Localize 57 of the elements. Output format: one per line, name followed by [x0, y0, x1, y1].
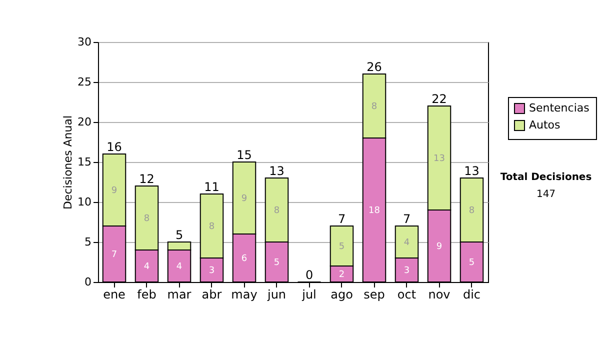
x-tick-label: abr: [202, 288, 222, 302]
x-tick-label: ene: [103, 288, 126, 302]
data-label: 9: [436, 242, 442, 252]
data-label: 8: [208, 222, 215, 232]
x-tick-label: jun: [266, 288, 286, 302]
total-label: 7: [402, 212, 411, 226]
total-label: 5: [175, 228, 184, 242]
data-label: 4: [176, 262, 182, 272]
legend-label: Sentencias: [529, 102, 590, 114]
data-label: 7: [111, 250, 118, 260]
data-label: 8: [144, 214, 150, 224]
data-label: 5: [274, 258, 280, 268]
total-label: 16: [106, 140, 122, 154]
data-label: 8: [371, 102, 378, 112]
data-label: 5: [468, 258, 475, 268]
x-tick-label: oct: [397, 288, 416, 302]
x-tick-label: dic: [462, 288, 481, 302]
y-tick-label: 0: [84, 276, 92, 288]
data-label: 4: [144, 262, 150, 272]
total-label: 13: [464, 164, 480, 178]
y-axis-title: Decisiones Anual: [62, 115, 75, 210]
y-tick-label: 15: [78, 156, 92, 168]
data-label: 13: [434, 154, 445, 164]
y-tick-label: 30: [78, 36, 92, 48]
total-label: 12: [139, 172, 154, 186]
legend-label: Autos: [529, 118, 561, 132]
total-label: 0: [305, 268, 314, 282]
data-label: 2: [338, 270, 345, 280]
data-label: 9: [111, 186, 118, 196]
x-tick-label: sep: [364, 288, 385, 302]
data-label: 3: [404, 266, 410, 276]
y-tick-label: 25: [78, 76, 92, 88]
data-label: 4: [404, 238, 410, 248]
total-label: 22: [432, 92, 447, 106]
total-label: 11: [204, 180, 220, 194]
total-label: 7: [338, 212, 346, 226]
x-tick-label: may: [231, 288, 258, 302]
total-label: 15: [236, 148, 252, 162]
y-tick-label: 10: [78, 196, 92, 208]
x-tick-label: ago: [330, 288, 353, 302]
text: 147: [535, 189, 557, 200]
data-label: 8: [468, 206, 475, 216]
total-label: 13: [269, 164, 284, 178]
x-tick-label: nov: [428, 288, 450, 302]
data-label: 6: [241, 254, 248, 264]
data-label: 8: [274, 206, 280, 216]
data-label: 9: [241, 194, 248, 204]
x-tick-label: mar: [167, 288, 192, 302]
data-label: 18: [368, 206, 380, 216]
data-label: 3: [208, 266, 215, 276]
text: Total Decisiones: [499, 172, 593, 183]
y-tick-label: 20: [78, 116, 92, 128]
total-label: 26: [366, 60, 382, 74]
data-label: 5: [338, 242, 345, 252]
x-tick-label: jul: [301, 288, 316, 302]
x-tick-label: feb: [137, 288, 156, 302]
y-tick-label: 5: [84, 236, 92, 248]
